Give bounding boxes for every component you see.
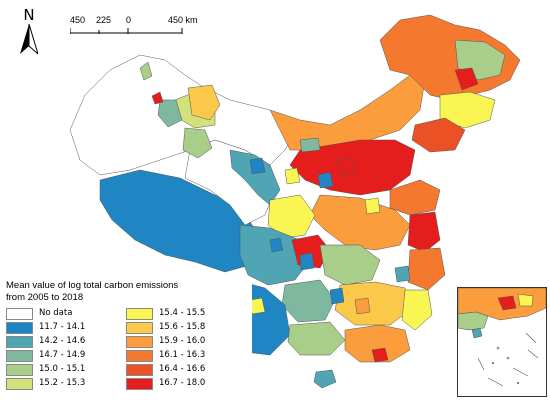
legend-swatch xyxy=(126,308,153,320)
legend-label: 16.4 - 16.6 xyxy=(159,364,206,374)
region-shaanxi xyxy=(267,194,316,239)
legend-label: 16.7 - 18.0 xyxy=(159,378,206,388)
legend-item: 15.6 - 15.8 xyxy=(126,321,246,334)
south-china-sea-inset xyxy=(457,287,547,397)
legend-label: 16.1 - 16.3 xyxy=(159,350,206,360)
region-hubei xyxy=(319,244,381,286)
legend-swatch xyxy=(126,364,153,376)
region-tibet xyxy=(99,169,256,273)
region-guangdong xyxy=(344,324,411,363)
region-city-a xyxy=(249,157,266,175)
legend-item: 16.4 - 16.6 xyxy=(126,363,246,376)
region-shandong xyxy=(389,179,441,216)
scale-tick-label: 450 km xyxy=(168,15,198,25)
legend-title-line: Mean value of log total carbon emissions xyxy=(6,280,179,291)
legend-label: 14.7 - 14.9 xyxy=(39,350,86,360)
legend-label: 15.0 - 15.1 xyxy=(39,364,86,374)
legend-item: 14.2 - 14.6 xyxy=(6,335,126,348)
legend-label: 15.9 - 16.0 xyxy=(159,336,206,346)
scale-bar: 450 225 0 450 km xyxy=(70,15,198,37)
region-zhejiang xyxy=(407,247,446,291)
legend-swatch xyxy=(126,322,153,334)
legend-item: 16.7 - 18.0 xyxy=(126,377,246,390)
legend-items: No data 11.7 - 14.1 14.2 - 14.6 14.7 - 14.9… xyxy=(6,307,252,391)
region-hami xyxy=(187,84,221,121)
region-city-d xyxy=(337,157,356,176)
region-jiangsu xyxy=(407,211,441,253)
legend-item: 16.1 - 16.3 xyxy=(126,349,246,362)
region-fujian xyxy=(401,289,433,331)
region-city-l xyxy=(269,237,284,253)
legend-swatch xyxy=(6,350,33,362)
region-karamay xyxy=(157,99,183,128)
north-arrow-icon xyxy=(20,24,38,55)
north-label: N xyxy=(23,6,35,24)
region-city-f xyxy=(299,252,315,271)
legend-title-line: from 2005 to 2018 xyxy=(6,292,84,303)
region-inner-mongolia xyxy=(269,74,426,151)
legend-item: 11.7 - 14.1 xyxy=(6,321,126,334)
region-guangxi xyxy=(287,321,346,356)
region-city-c xyxy=(317,171,334,189)
region-city-g xyxy=(354,297,371,315)
scale-tick-label: 450 xyxy=(70,15,86,25)
legend-swatch xyxy=(126,378,153,390)
scale-bar-graphic xyxy=(70,28,183,34)
region-city-e xyxy=(364,197,381,215)
legend-label: 15.4 - 15.5 xyxy=(159,308,206,318)
region-turpan xyxy=(182,127,213,159)
legend-label: 11.7 - 14.1 xyxy=(39,322,86,332)
legend-swatch xyxy=(6,322,33,334)
legend-label: 14.2 - 14.6 xyxy=(39,336,86,346)
region-city-k xyxy=(299,137,321,153)
legend-item: 15.0 - 15.1 xyxy=(6,363,126,376)
region-heilongjiang xyxy=(379,14,521,101)
region-altay xyxy=(139,61,153,81)
region-changji xyxy=(151,91,164,105)
region-city-h xyxy=(329,287,345,305)
legend-item: 15.4 - 15.5 xyxy=(126,307,246,320)
scale-tick-label: 225 xyxy=(96,15,112,25)
region-guizhou xyxy=(281,279,336,323)
legend-label: 15.2 - 15.3 xyxy=(39,378,86,388)
region-city-i xyxy=(249,297,266,315)
legend-label: 15.6 - 15.8 xyxy=(159,322,206,332)
legend-swatch xyxy=(6,378,33,390)
region-city-b xyxy=(284,167,301,185)
region-shapes xyxy=(69,14,521,389)
legend-item: 15.2 - 15.3 xyxy=(6,377,126,390)
region-city-j xyxy=(394,265,411,283)
legend-label: No data xyxy=(39,308,73,318)
legend-swatch xyxy=(126,350,153,362)
north-arrow: N xyxy=(14,6,44,58)
legend-item: 14.7 - 14.9 xyxy=(6,349,126,362)
legend-swatch xyxy=(6,308,33,320)
legend-item: 15.9 - 16.0 xyxy=(126,335,246,348)
map-legend: Mean value of log total carbon emissions… xyxy=(2,280,252,392)
legend-swatch xyxy=(6,364,33,376)
legend-title: Mean value of log total carbon emissions… xyxy=(6,280,251,304)
legend-swatch xyxy=(6,336,33,348)
scale-tick-label: 0 xyxy=(126,15,132,25)
region-harbin xyxy=(454,67,479,91)
legend-item: No data xyxy=(6,307,126,320)
region-hainan xyxy=(313,369,337,389)
region-liaoning xyxy=(411,117,466,153)
region-shenzhen xyxy=(371,347,389,363)
legend-swatch xyxy=(126,336,153,348)
inset-map xyxy=(458,288,546,387)
region-hunan-jiangxi xyxy=(334,281,411,326)
